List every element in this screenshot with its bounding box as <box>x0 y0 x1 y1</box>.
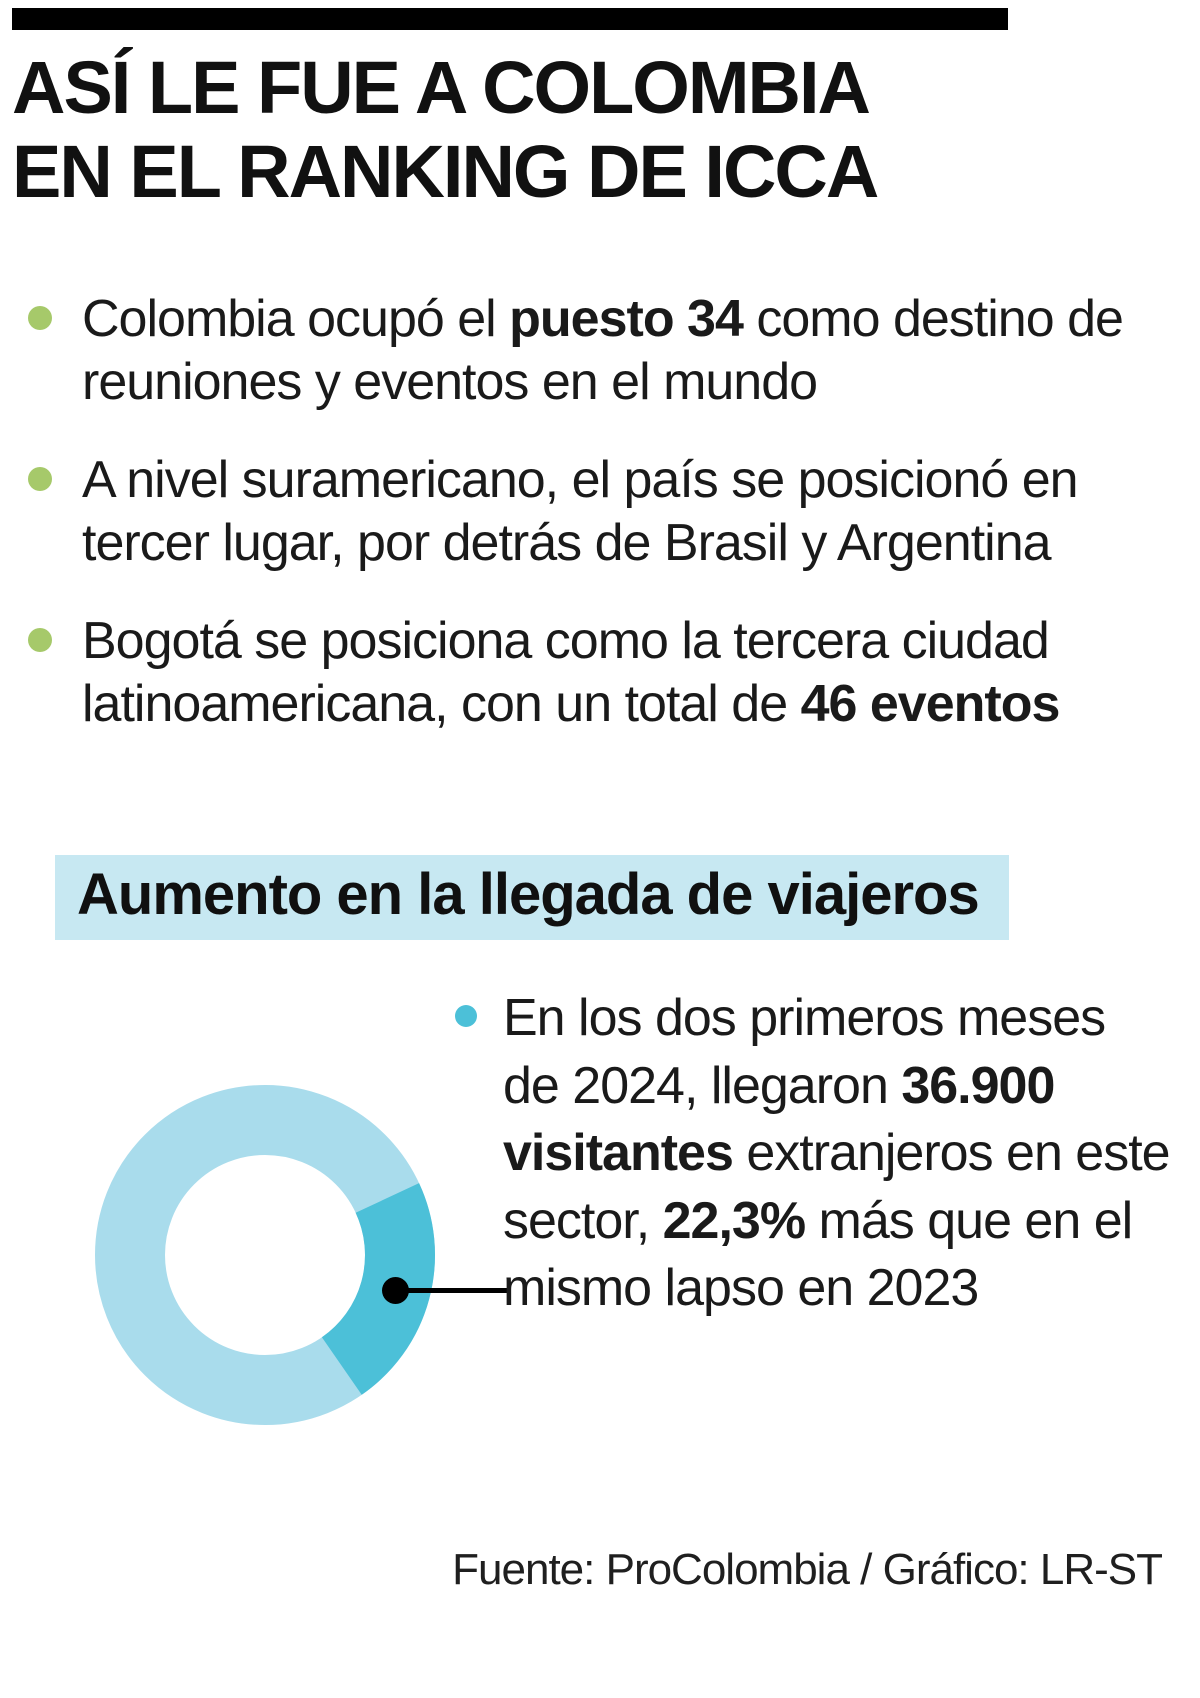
donut-slice-growth <box>95 1085 435 1425</box>
chart-annotation-text: En los dos primeros meses de 2024, llega… <box>503 985 1171 1323</box>
bullet-text-run: Bogotá se posiciona como la tercera ciud… <box>82 611 1050 734</box>
list-item: A nivel suramericano, el país se posicio… <box>28 449 1168 576</box>
page-title: ASÍ LE FUE A COLOMBIA EN EL RANKING DE I… <box>12 46 1162 213</box>
callout-dot-icon <box>382 1277 409 1304</box>
annotation-text-run: extranjeros en este sector, <box>503 1124 1171 1250</box>
page-title-line2: EN EL RANKING DE ICCA <box>12 129 879 213</box>
list-item: Bogotá se posiciona como la tercera ciud… <box>28 610 1168 737</box>
bullet-text-bold: puesto 34 <box>509 290 744 348</box>
donut-chart-svg <box>95 1085 435 1425</box>
page-title-line1: ASÍ LE FUE A COLOMBIA <box>12 46 871 129</box>
bullet-text-run: como destino de reuniones y eventos en e… <box>82 290 1124 412</box>
bullet-dot-icon <box>28 627 52 652</box>
bullet-text-run: A nivel suramericano, el país se posicio… <box>82 450 1079 573</box>
bullet-text-bold: 46 eventos <box>800 675 1061 734</box>
bullet-text: A nivel suramericano, el país se posicio… <box>82 449 1168 576</box>
bullet-dot-icon <box>28 466 52 491</box>
bullet-text: Colombia ocupó el puesto 34 como destino… <box>82 288 1168 415</box>
annotation-text-bold: 22,3% <box>662 1191 806 1250</box>
annotation-text-bold: 36.900 visitantes <box>503 1056 1055 1183</box>
annotation-text-run: más que en el mismo lapso en 2023 <box>503 1191 1133 1318</box>
donut-chart <box>85 1075 445 1435</box>
bullet-text-run: Colombia ocupó el <box>82 290 510 348</box>
list-item: Colombia ocupó el puesto 34 como destino… <box>28 288 1168 415</box>
top-black-bar <box>12 8 1008 30</box>
list-item: En los dos primeros meses de 2024, llega… <box>455 985 1171 1323</box>
source-credit: Fuente: ProColombia / Gráfico: LR-ST <box>452 1545 1163 1594</box>
annotation-text-run: En los dos primeros meses de 2024, llega… <box>503 989 1106 1115</box>
chart-annotation-block: En los dos primeros meses de 2024, llega… <box>455 985 1171 1323</box>
bullet-dot-icon <box>28 306 52 330</box>
callout-line <box>404 1288 508 1293</box>
ranking-bullet-list: Colombia ocupó el puesto 34 como destino… <box>28 288 1168 771</box>
bullet-text: Bogotá se posiciona como la tercera ciud… <box>82 610 1168 737</box>
bullet-dot-icon <box>455 1005 477 1027</box>
section-header-highlight: Aumento en la llegada de viajeros <box>55 855 1009 940</box>
